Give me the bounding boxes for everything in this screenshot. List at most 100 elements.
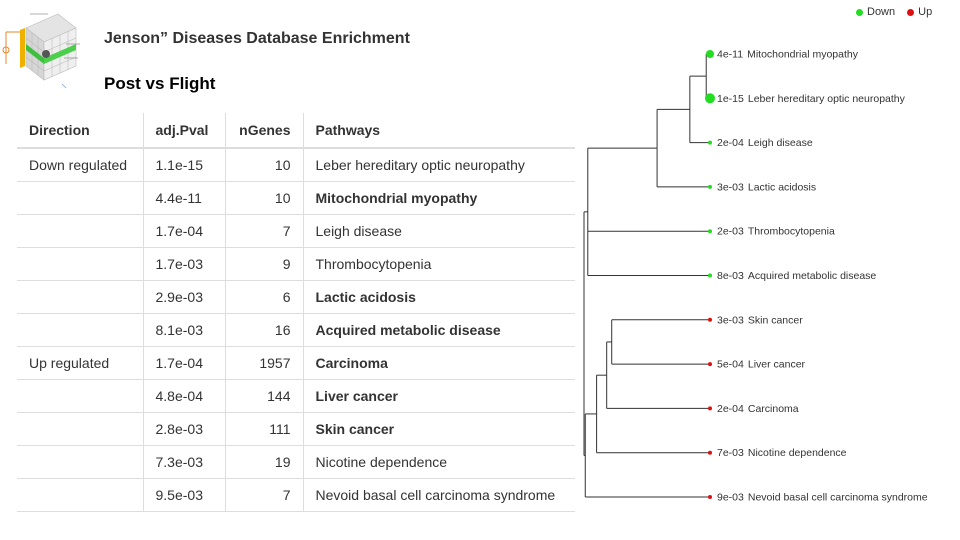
cell-ngenes: 10 [224, 148, 303, 182]
leaf-name: Nicotine dependence [748, 447, 847, 459]
leaf-label: 2e-04 Carcinoma [717, 403, 799, 415]
leaf-node-dot [705, 93, 715, 104]
header-adj-pval: adj.Pval [142, 113, 225, 149]
table-row: 1.7e-04 7 Leigh disease [17, 214, 575, 248]
leaf-label: 7e-03 Nicotine dependence [717, 447, 847, 459]
leaf-name: Acquired metabolic disease [748, 270, 877, 282]
cell-adj-pval: 1.7e-04 [142, 346, 225, 380]
leaf-node-dot [708, 184, 712, 189]
legend: Down Up [856, 6, 932, 18]
cell-adj-pval: 4.4e-11 [142, 181, 225, 215]
leaf-node-dot [708, 450, 712, 455]
cell-adj-pval: 2.8e-03 [142, 412, 225, 446]
header-pathways: Pathways [302, 113, 575, 149]
leaf-name: Leber hereditary optic neuropathy [748, 93, 906, 105]
leaf-pval: 3e-03 [717, 181, 744, 193]
cell-pathway: Mitochondrial myopathy [302, 181, 575, 215]
table-row: Up regulated 1.7e-04 1957 Carcinoma [17, 346, 575, 380]
cell-adj-pval: 8.1e-03 [142, 313, 225, 347]
leaf-pval: 4e-11 [717, 49, 743, 61]
table-row: 1.7e-03 9 Thrombocytopenia [17, 247, 575, 281]
cell-direction [17, 313, 143, 347]
leaf-label: 2e-03 Thrombocytopenia [717, 226, 835, 238]
cell-direction [17, 181, 143, 215]
leaf-pval: 2e-04 [717, 137, 744, 149]
header-ngenes: nGenes [224, 113, 303, 149]
leaf-node-dot [708, 495, 712, 499]
cell-direction [17, 478, 143, 512]
leaf-name: Thrombocytopenia [748, 226, 835, 238]
leaf-label: 2e-04 Leigh disease [717, 137, 813, 149]
leaf-name: Leigh disease [748, 137, 813, 149]
data-cube-logo [2, 13, 80, 89]
table-row: 9.5e-03 7 Nevoid basal cell carcinoma synd… [17, 478, 575, 512]
leaf-pval: 2e-04 [717, 403, 744, 415]
leaf-name: Nevoid basal cell carcinoma syndrome [748, 492, 928, 504]
cell-ngenes: 10 [224, 181, 303, 215]
leaf-label: 1e-15 Leber hereditary optic neuropathy [717, 93, 906, 105]
leaf-name: Liver cancer [748, 359, 806, 371]
cell-direction: Down regulated [17, 148, 143, 182]
leaf-node-dot [708, 140, 712, 145]
legend-down-dot [856, 8, 863, 16]
leaf-label: 4e-11 Mitochondrial myopathy [717, 49, 859, 61]
leaf-name: Skin cancer [748, 314, 803, 326]
cell-pathway: Lactic acidosis [302, 280, 575, 314]
legend-up-label: Up [918, 6, 933, 18]
pathway-dendrogram: 4e-11 Mitochondrial myopathy 1e-15 Leber he… [583, 49, 928, 504]
leaf-node-dot [706, 50, 714, 58]
leaf-pval: 5e-04 [717, 359, 744, 371]
cell-adj-pval: 9.5e-03 [142, 478, 225, 512]
cell-pathway: Carcinoma [302, 346, 575, 380]
cell-adj-pval: 4.8e-04 [142, 379, 225, 413]
leaf-label: 9e-03 Nevoid basal cell carcinoma syndrom… [717, 492, 928, 504]
leaf-node-dot [708, 317, 712, 322]
leaf-name: Mitochondrial myopathy [747, 49, 859, 61]
leaf-pval: 1e-15 [717, 93, 744, 105]
enrichment-table: Direction adj.Pval nGenes Pathways Down … [17, 113, 575, 512]
leaf-node-dot [708, 273, 712, 278]
leaf-pval: 9e-03 [717, 492, 744, 504]
cell-direction: Up regulated [17, 346, 143, 380]
cell-adj-pval: 1.7e-04 [142, 214, 225, 248]
cell-direction [17, 379, 143, 413]
cell-adj-pval: 2.9e-03 [142, 280, 225, 314]
cell-direction [17, 247, 143, 281]
cell-pathway: Liver cancer [302, 379, 575, 413]
cell-pathway: Acquired metabolic disease [302, 313, 575, 347]
cell-ngenes: 7 [224, 478, 303, 512]
cell-ngenes: 111 [224, 412, 303, 446]
cell-ngenes: 19 [224, 445, 303, 479]
cell-pathway: Leigh disease [302, 214, 575, 248]
cell-ngenes: 1957 [224, 346, 303, 380]
cell-pathway: Nicotine dependence [302, 445, 575, 479]
leaf-name: Lactic acidosis [748, 181, 816, 193]
table-row: 2.9e-03 6 Lactic acidosis [17, 280, 575, 314]
cell-ngenes: 144 [224, 379, 303, 413]
page-title: Jenson” Diseases Database Enrichment [104, 30, 410, 47]
cell-ngenes: 16 [224, 313, 303, 347]
leaf-node-dot [708, 229, 712, 234]
leaf-node-dot [708, 406, 712, 411]
cell-ngenes: 7 [224, 214, 303, 248]
legend-up-dot [907, 8, 915, 16]
table-row: 7.3e-03 19 Nicotine dependence [17, 445, 575, 479]
table-row: 2.8e-03 111 Skin cancer [17, 412, 575, 446]
leaf-node-dot [708, 362, 712, 367]
cell-direction [17, 412, 143, 446]
cell-pathway: Leber hereditary optic neuropathy [302, 148, 575, 182]
table-row: 8.1e-03 16 Acquired metabolic disease [17, 313, 575, 347]
cell-direction [17, 214, 143, 248]
cell-ngenes: 9 [224, 247, 303, 281]
legend-down-label: Down [867, 6, 896, 18]
leaf-pval: 2e-03 [717, 226, 744, 238]
table-header-row: Direction adj.Pval nGenes Pathways [17, 113, 575, 149]
leaf-label: 8e-03 Acquired metabolic disease [717, 270, 876, 282]
header-direction: Direction [17, 113, 143, 149]
leaf-label: 3e-03 Skin cancer [717, 314, 803, 326]
cell-pathway: Skin cancer [302, 412, 575, 446]
cell-direction [17, 445, 143, 479]
cell-adj-pval: 1.7e-03 [142, 247, 225, 281]
cell-adj-pval: 7.3e-03 [142, 445, 225, 479]
table-row: 4.4e-11 10 Mitochondrial myopathy [17, 181, 575, 215]
